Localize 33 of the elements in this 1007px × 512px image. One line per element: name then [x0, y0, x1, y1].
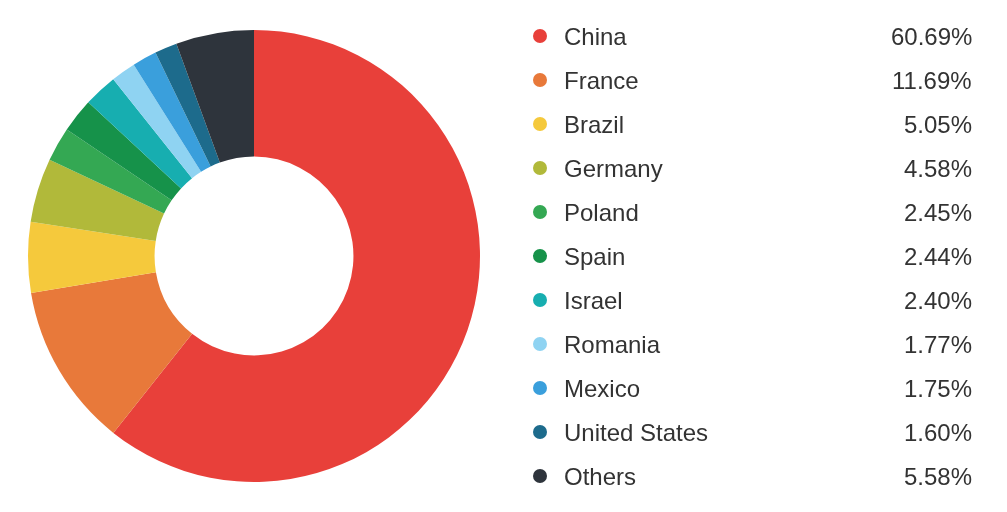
legend-label: France — [564, 67, 639, 94]
data-label: 5.05% — [904, 111, 973, 138]
donut-slice — [28, 221, 156, 294]
donut-slice — [66, 102, 182, 201]
legend-label: United States — [564, 419, 709, 446]
data-label: 2.44% — [904, 243, 973, 270]
data-label: 1.75% — [904, 375, 973, 402]
donut-slice — [31, 272, 193, 433]
donut-slice — [88, 79, 193, 189]
legend-label: Spain — [564, 243, 626, 270]
legend-label: China — [564, 23, 628, 50]
legend-label: Brazil — [564, 111, 625, 138]
data-label: 2.45% — [904, 199, 973, 226]
legend-label: Mexico — [564, 375, 641, 402]
data-label: 5.58% — [904, 463, 973, 490]
legend-label: Others — [564, 463, 637, 490]
donut-slice — [155, 43, 220, 167]
donut-slice — [49, 129, 172, 214]
data-label: 60.69% — [891, 23, 973, 50]
donut-slice — [113, 64, 202, 179]
donut-slice — [113, 30, 480, 482]
legend-label: Germany — [564, 155, 663, 182]
data-label: 11.69% — [892, 67, 972, 94]
donut-slice — [30, 159, 165, 241]
data-label: 1.77% — [904, 331, 973, 358]
legend-label: Israel — [564, 287, 623, 314]
data-label: 2.40% — [904, 287, 973, 314]
legend-label: Romania — [564, 331, 661, 358]
legend-label: Poland — [564, 199, 639, 226]
data-label: 1.60% — [904, 419, 973, 446]
data-label: 4.58% — [904, 155, 973, 182]
donut-slice — [176, 30, 254, 163]
donut-slice — [133, 52, 211, 172]
